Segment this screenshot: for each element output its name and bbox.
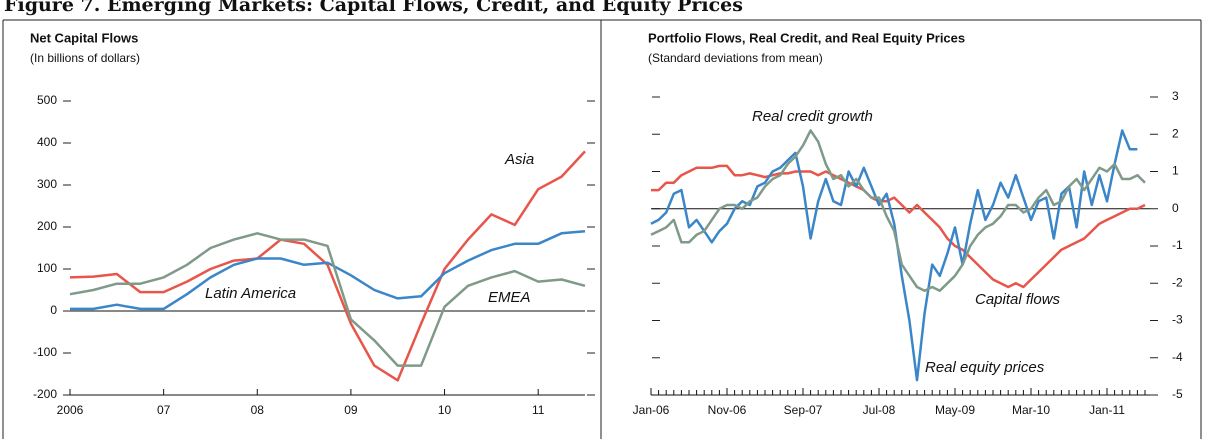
x-tick-label: 10 [438, 403, 452, 417]
y-tick-label: -200 [33, 387, 57, 401]
y-tick-label: 2 [1172, 126, 1179, 140]
series-label: EMEA [488, 289, 531, 306]
x-tick-label: Nov-06 [708, 403, 747, 417]
series-line [69, 232, 586, 367]
y-tick-label: -3 [1172, 313, 1183, 327]
series-label: Asia [504, 151, 534, 168]
y-tick-label: -1 [1172, 238, 1183, 252]
y-tick-label: -5 [1172, 387, 1183, 401]
x-tick-label: Jan-06 [633, 403, 670, 417]
y-tick-label: 100 [37, 261, 57, 275]
series-label: Latin America [205, 285, 296, 302]
y-tick-label: -100 [33, 345, 57, 359]
x-tick-label: Jul-08 [863, 403, 896, 417]
series-line [69, 150, 586, 382]
series-line [650, 129, 1146, 292]
chart-subtitle: (Standard deviations from mean) [648, 51, 823, 65]
series-label: Capital flows [975, 291, 1061, 308]
y-tick-label: -2 [1172, 275, 1183, 289]
y-tick-label: 3 [1172, 89, 1179, 103]
y-tick-label: 200 [37, 219, 57, 233]
chart-title: Net Capital Flows [30, 30, 138, 45]
x-tick-label: 2006 [57, 403, 84, 417]
x-tick-label: May-09 [935, 403, 975, 417]
x-tick-label: 09 [344, 403, 358, 417]
figure-title: Figure 7. Emerging Markets: Capital Flow… [4, 0, 743, 16]
y-tick-label: 1 [1172, 164, 1179, 178]
x-tick-label: 07 [157, 403, 171, 417]
series-line [70, 229, 586, 311]
series-label: Real equity prices [925, 359, 1045, 376]
y-tick-label: 300 [37, 177, 57, 191]
y-tick-label: -4 [1172, 350, 1183, 364]
series-line [651, 164, 1146, 289]
chart-title: Portfolio Flows, Real Credit, and Real E… [648, 30, 965, 45]
series-line [650, 129, 1138, 382]
y-tick-label: 0 [50, 303, 57, 317]
x-tick-label: Sep-07 [784, 403, 823, 417]
x-tick-label: 11 [532, 403, 545, 417]
x-tick-label: Jan-11 [1089, 403, 1125, 417]
series-label: Real credit growth [752, 108, 873, 125]
chart-subtitle: (In billions of dollars) [30, 51, 140, 65]
y-tick-label: 500 [37, 93, 57, 107]
x-tick-label: Mar-10 [1012, 403, 1050, 417]
y-tick-label: 0 [1172, 201, 1179, 215]
y-tick-label: 400 [37, 135, 57, 149]
x-tick-label: 08 [251, 403, 265, 417]
